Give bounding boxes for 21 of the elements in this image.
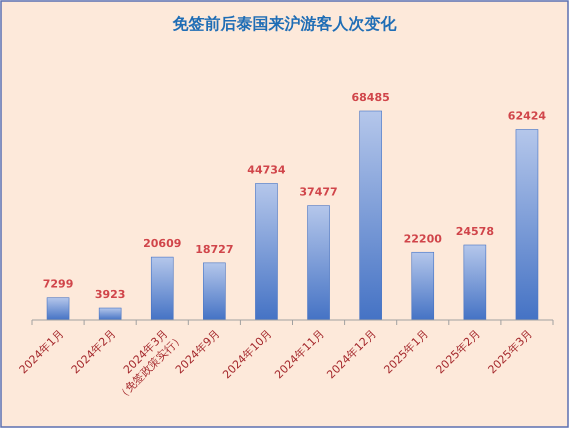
bar: [464, 244, 486, 320]
bar: [255, 183, 278, 320]
data-label: 37477: [299, 186, 338, 199]
data-label: 68485: [352, 91, 390, 104]
data-label: 7299: [42, 278, 74, 291]
bar: [307, 205, 330, 320]
bar: [150, 256, 174, 320]
data-label: 20609: [143, 237, 182, 250]
data-label: 24578: [456, 224, 494, 238]
data-label: 18727: [195, 242, 234, 256]
bar: [203, 262, 226, 320]
bar: [98, 308, 122, 320]
bar: [46, 297, 70, 320]
bar: [411, 252, 434, 320]
bar: [359, 110, 382, 320]
data-label: 22200: [404, 232, 442, 246]
bar: [516, 129, 538, 320]
data-label: 44734: [247, 163, 286, 176]
data-label: 3923: [94, 288, 126, 302]
chart-title: 免签前后泰国来沪游客人次变化: [172, 14, 398, 33]
data-label: 62424: [508, 109, 546, 122]
